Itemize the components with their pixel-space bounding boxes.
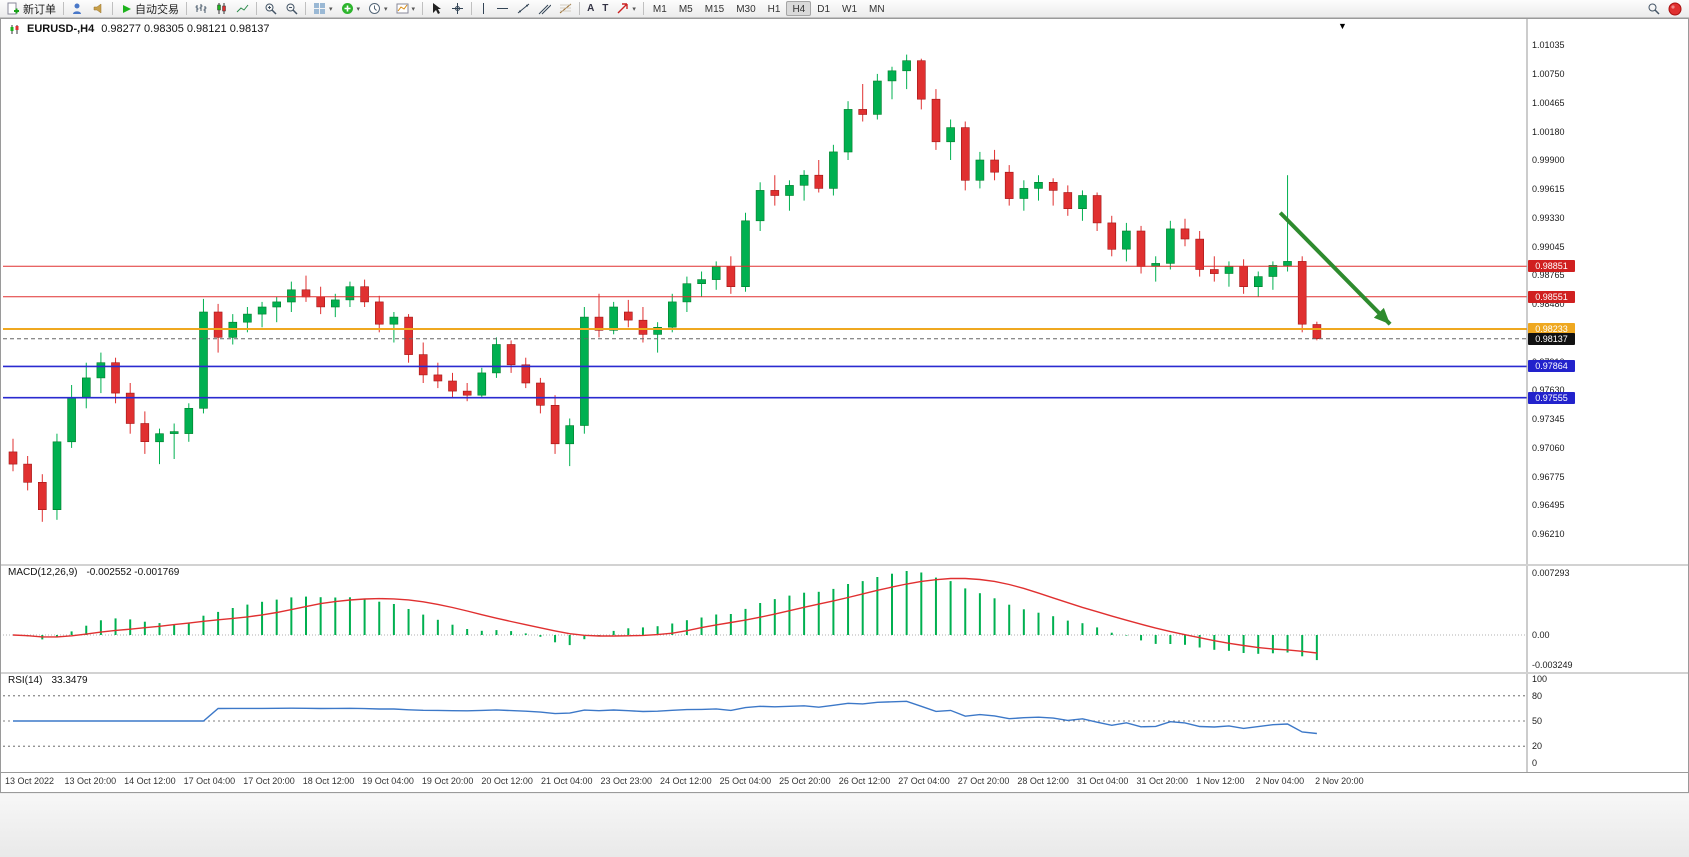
crosshair-button[interactable] xyxy=(447,1,468,17)
line-chart-icon xyxy=(236,2,249,15)
profile-icon xyxy=(71,2,84,15)
candlestick-button[interactable] xyxy=(211,1,232,17)
bottom-strip xyxy=(0,794,1689,857)
cursor-button[interactable] xyxy=(426,1,447,17)
zoom-in-icon xyxy=(264,2,277,15)
channel-icon xyxy=(538,2,552,15)
chart-scroll-arrow-icon[interactable]: ▼ xyxy=(1338,21,1347,31)
candlestick-icon xyxy=(215,2,228,15)
candles-layer xyxy=(8,54,1322,522)
timeframe-M30[interactable]: M30 xyxy=(736,4,756,15)
macd-signal-line xyxy=(12,577,1317,654)
trendline-icon xyxy=(517,2,530,15)
chart-canvas[interactable] xyxy=(1,19,1689,793)
zoom-in-button[interactable] xyxy=(260,1,281,17)
arrow-tool-icon xyxy=(616,2,629,15)
notifications-button[interactable] xyxy=(1664,1,1686,17)
autotrade-label: 自动交易 xyxy=(135,3,179,16)
panel-splitter[interactable] xyxy=(1,564,1689,566)
tile-windows-button[interactable]: ▾ xyxy=(309,1,337,17)
fibonacci-icon xyxy=(559,2,572,15)
toolbar-separator xyxy=(256,2,257,15)
main-toolbar: 新订单 自动交易 ▾ ▾ ▾ ▾ xyxy=(0,0,1689,18)
fibonacci-button[interactable] xyxy=(555,1,576,17)
timeframe-D1[interactable]: D1 xyxy=(817,4,831,15)
timeframe-M15[interactable]: M15 xyxy=(704,4,725,15)
text-button[interactable]: A xyxy=(583,1,598,17)
indicators-button[interactable]: ▾ xyxy=(337,1,365,17)
dropdown-caret-icon: ▾ xyxy=(356,5,361,13)
toolbar-separator xyxy=(186,2,187,15)
indicators-icon xyxy=(341,2,354,15)
vertical-line-button[interactable] xyxy=(475,1,492,17)
new-order-button[interactable]: 新订单 xyxy=(3,1,60,17)
arrow-tool-button[interactable]: ▾ xyxy=(612,1,640,17)
panel-splitter[interactable] xyxy=(1,672,1689,674)
search-button[interactable] xyxy=(1643,1,1664,17)
toolbar-separator xyxy=(471,2,473,15)
timeframe-M1[interactable]: M1 xyxy=(652,4,667,15)
timeframe-MN[interactable]: MN xyxy=(869,4,885,15)
horizontal-line-button[interactable] xyxy=(492,1,513,17)
profile-button[interactable] xyxy=(67,1,88,17)
channel-button[interactable] xyxy=(534,1,555,17)
trend-arrow-head xyxy=(1373,307,1391,325)
notifications-icon xyxy=(1668,2,1682,16)
trend-arrow[interactable] xyxy=(1278,211,1392,326)
tile-windows-icon xyxy=(313,2,326,15)
dropdown-caret-icon: ▾ xyxy=(632,5,636,13)
new-order-label: 新订单 xyxy=(23,3,56,16)
search-icon xyxy=(1647,2,1660,15)
chart-window: EURUSD-,H4 0.98277 0.98305 0.98121 0.981… xyxy=(0,18,1689,793)
trendline-button[interactable] xyxy=(513,1,534,17)
bar-chart-icon xyxy=(194,2,207,15)
timeframe-W1[interactable]: W1 xyxy=(842,4,858,15)
toolbar-separator xyxy=(579,2,581,15)
toolbar-separator xyxy=(642,2,644,15)
toolbar-separator xyxy=(63,2,64,15)
cursor-icon xyxy=(430,2,443,15)
text-label-icon: T xyxy=(602,3,609,14)
periods-icon xyxy=(368,2,381,15)
timeframe-M5[interactable]: M5 xyxy=(678,4,693,15)
line-chart-button[interactable] xyxy=(232,1,253,17)
text-label-button[interactable]: T xyxy=(598,1,612,17)
timeframe-H1[interactable]: H1 xyxy=(767,4,781,15)
templates-button[interactable]: ▾ xyxy=(392,1,420,17)
timeframe-H4[interactable]: H4 xyxy=(786,1,812,16)
dropdown-caret-icon: ▾ xyxy=(329,5,333,13)
new-order-icon xyxy=(7,2,20,15)
timeframe-group: M1 M5 M15 M30 H1 H4 D1 W1 MN xyxy=(647,1,891,16)
macd-histogram xyxy=(26,571,1318,661)
rsi-line xyxy=(13,700,1317,735)
vertical-line-icon xyxy=(479,2,488,15)
sound-icon xyxy=(92,2,105,15)
dropdown-caret-icon: ▾ xyxy=(384,5,388,13)
periods-button[interactable]: ▾ xyxy=(364,1,392,17)
bar-chart-button[interactable] xyxy=(190,1,211,17)
toolbar-separator xyxy=(305,2,306,15)
sound-button[interactable] xyxy=(88,1,109,17)
autotrade-button[interactable]: 自动交易 xyxy=(116,1,183,17)
zoom-out-button[interactable] xyxy=(281,1,302,17)
crosshair-icon xyxy=(451,2,464,15)
templates-icon xyxy=(396,2,409,15)
horizontal-line-icon xyxy=(496,4,509,13)
text-icon: A xyxy=(587,3,595,14)
autotrade-play-icon xyxy=(120,3,132,15)
zoom-out-icon xyxy=(285,2,298,15)
dropdown-caret-icon: ▾ xyxy=(411,5,416,13)
toolbar-separator xyxy=(422,2,424,15)
toolbar-separator xyxy=(112,2,113,15)
